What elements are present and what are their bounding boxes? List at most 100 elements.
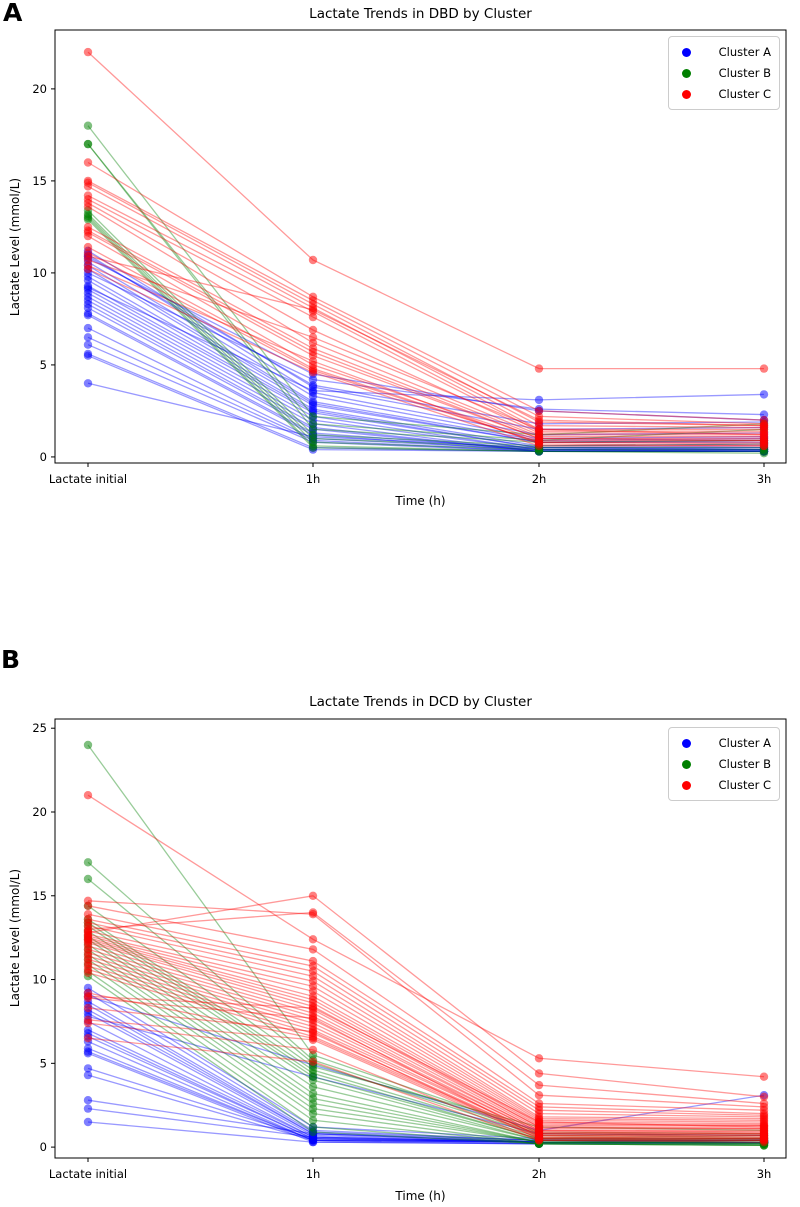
y-tick-label: 20 — [32, 82, 47, 96]
trend-line — [87, 925, 765, 1142]
trend-line — [87, 1107, 764, 1143]
trend-line — [87, 143, 765, 442]
data-point — [308, 1013, 318, 1023]
trend-line — [87, 1004, 765, 1143]
y-tick-label: 10 — [32, 266, 47, 280]
trend-line — [87, 878, 765, 1138]
x-tick-label: 3h — [757, 1167, 772, 1181]
trend-line — [87, 230, 764, 440]
x-tick-label: 2h — [532, 1167, 547, 1181]
trend-line — [87, 355, 764, 453]
data-point — [759, 390, 769, 399]
trend-line — [87, 1035, 764, 1143]
trend-line — [87, 930, 764, 1142]
trend-line — [87, 911, 765, 1105]
trend-line — [87, 161, 765, 421]
trend-line — [87, 962, 764, 1135]
panel-a-label: A — [3, 0, 23, 27]
data-point — [308, 891, 318, 900]
trend-line — [87, 382, 765, 451]
trend-line — [87, 1019, 765, 1142]
trend-line — [87, 930, 765, 1121]
trend-line — [87, 933, 765, 1123]
data-point — [534, 1136, 544, 1145]
data-point — [83, 47, 93, 57]
trend-line — [87, 296, 764, 451]
data-point — [83, 231, 93, 241]
y-tick-label: 15 — [32, 889, 47, 903]
data-point — [83, 323, 93, 333]
data-point — [759, 430, 769, 439]
cluster-c-marker-icon — [682, 89, 691, 99]
trend-line — [87, 327, 764, 451]
data-point — [83, 333, 93, 342]
trend-line — [87, 336, 764, 453]
trend-line — [87, 182, 765, 427]
trend-line — [87, 943, 764, 1143]
data-point — [83, 1003, 93, 1013]
data-point — [534, 364, 544, 373]
trend-line — [87, 264, 765, 447]
trend-line — [87, 794, 765, 1078]
data-point — [534, 441, 544, 451]
trend-line — [87, 259, 765, 436]
data-point — [308, 1035, 318, 1045]
y-tick-label: 20 — [32, 805, 47, 819]
trend-line — [87, 195, 764, 430]
data-point — [759, 449, 769, 458]
trend-line — [87, 268, 765, 443]
data-point — [83, 874, 93, 884]
trend-line — [87, 955, 764, 1133]
x-tick-label: 1h — [306, 1167, 321, 1181]
data-point — [308, 357, 318, 366]
trend-line — [87, 231, 765, 442]
trend-line — [87, 918, 765, 1140]
trend-line — [87, 143, 765, 443]
data-point — [308, 910, 318, 919]
trend-line — [87, 900, 765, 1108]
trend-line — [87, 963, 765, 1147]
data-point — [308, 1082, 318, 1092]
legend-label-cluster-a: Cluster A — [718, 45, 771, 59]
trend-line — [87, 861, 765, 1137]
trend-line — [87, 948, 764, 1132]
x-tick-label: 3h — [757, 472, 772, 486]
data-point — [759, 441, 769, 451]
data-point — [534, 1091, 544, 1100]
trend-line — [87, 937, 765, 1126]
trend-line — [87, 1050, 765, 1145]
data-point — [83, 311, 93, 320]
data-point — [759, 1092, 769, 1102]
data-point — [83, 351, 93, 360]
trend-line — [87, 1012, 764, 1143]
trend-line — [87, 1052, 764, 1145]
trend-line — [87, 125, 765, 436]
trend-line — [87, 905, 765, 1111]
trend-line — [87, 968, 764, 1137]
trend-line — [87, 958, 765, 1135]
legend-item-cluster-c: Cluster C — [677, 87, 771, 101]
data-point — [83, 740, 93, 750]
legend-label-cluster-c: Cluster C — [718, 87, 771, 101]
trend-line — [87, 938, 764, 1143]
y-tick-label: 25 — [32, 721, 47, 735]
cluster-a-marker-icon — [682, 738, 691, 748]
data-point — [308, 1057, 318, 1066]
legend-item-cluster-b: Cluster B — [677, 66, 771, 80]
data-point — [83, 202, 93, 211]
data-point — [83, 858, 93, 867]
data-point — [534, 1080, 544, 1090]
trend-line — [87, 246, 764, 443]
data-point — [308, 945, 318, 954]
data-point — [83, 1104, 93, 1113]
data-point — [308, 1116, 318, 1125]
data-point — [83, 1070, 93, 1080]
data-point — [83, 1034, 93, 1043]
data-point — [308, 375, 318, 384]
trend-line — [87, 1032, 764, 1143]
trend-line — [87, 353, 764, 453]
trend-line — [87, 272, 765, 416]
x-tick-label: 1h — [306, 472, 321, 486]
trend-line — [87, 945, 764, 1130]
